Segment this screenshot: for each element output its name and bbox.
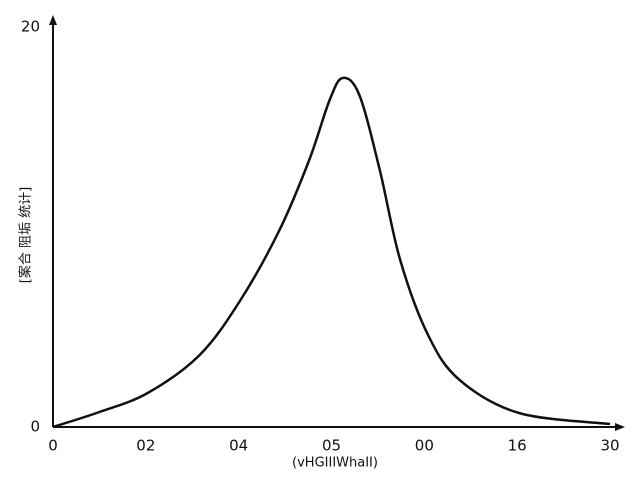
y-axis-label: [案合 阻垢 统计] xyxy=(19,187,34,283)
x-tick-label: 04 xyxy=(229,437,248,455)
x-axis-label: (vHGIIIWhaII) xyxy=(292,456,378,471)
x-tick-label: 30 xyxy=(600,437,619,455)
x-tick-label: 02 xyxy=(136,437,155,455)
x-tick-label: 05 xyxy=(322,437,341,455)
x-tick-label: 0 xyxy=(48,437,58,455)
x-tick-label: 00 xyxy=(415,437,434,455)
y-tick-label: 0 xyxy=(30,418,40,436)
line xyxy=(52,76,611,429)
y-tick-label: 20 xyxy=(21,18,40,36)
x-tick-label: 16 xyxy=(508,437,527,455)
